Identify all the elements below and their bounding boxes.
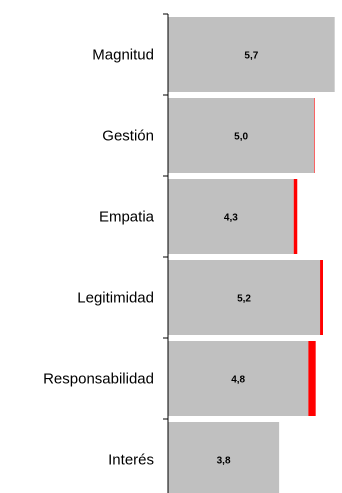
bar-segment-3 <box>293 179 298 254</box>
bar-1 <box>168 17 335 92</box>
bar-3 <box>168 179 294 254</box>
data-label-1: 5,7 <box>244 51 258 62</box>
bar-segment-5 <box>308 341 316 416</box>
bar-6 <box>168 422 280 493</box>
category-label-6: Interés <box>108 452 154 469</box>
data-label-5: 4,8 <box>231 375 245 386</box>
bar-2 <box>168 98 315 173</box>
data-label-6: 3,8 <box>217 456 231 467</box>
bar-5 <box>168 341 309 416</box>
bars-group <box>168 17 335 493</box>
category-label-5: Responsabilidad <box>43 371 154 388</box>
category-label-1: Magnitud <box>92 47 154 64</box>
data-label-3: 4,3 <box>224 213 238 224</box>
data-label-2: 5,0 <box>234 132 248 143</box>
category-label-2: Gestión <box>102 128 154 145</box>
category-label-4: Legitimidad <box>77 290 154 307</box>
bar-segment-4 <box>320 260 323 335</box>
bar-4 <box>168 260 321 335</box>
data-label-4: 5,2 <box>237 294 251 305</box>
category-axis <box>163 13 169 493</box>
bar-segment-2 <box>314 98 315 173</box>
labels-group: 5,7 Magnitud 5,0 Gestión 4,3 Empatia 5,2 Legiti… <box>43 47 259 469</box>
category-label-3: Empatia <box>99 209 155 226</box>
